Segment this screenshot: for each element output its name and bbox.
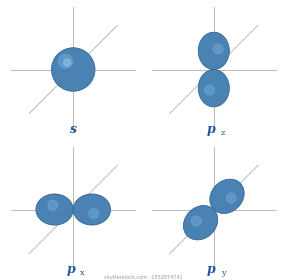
Polygon shape — [36, 194, 73, 225]
Circle shape — [205, 85, 214, 95]
Text: p: p — [207, 263, 216, 276]
Text: p: p — [207, 123, 216, 136]
Text: shutterstock.com · 1552874741: shutterstock.com · 1552874741 — [104, 275, 183, 280]
Text: x: x — [80, 269, 85, 277]
Text: y: y — [221, 269, 226, 277]
Polygon shape — [198, 69, 229, 107]
Circle shape — [213, 44, 223, 54]
Circle shape — [48, 200, 57, 210]
Text: p: p — [66, 263, 75, 276]
Circle shape — [226, 193, 236, 203]
Polygon shape — [198, 32, 229, 69]
Text: s: s — [70, 123, 77, 136]
Text: z: z — [221, 129, 225, 137]
Circle shape — [89, 209, 99, 218]
Polygon shape — [73, 194, 110, 225]
Circle shape — [59, 54, 73, 68]
Polygon shape — [210, 179, 244, 213]
Circle shape — [51, 48, 95, 91]
Polygon shape — [183, 206, 218, 240]
Circle shape — [191, 216, 201, 226]
Circle shape — [64, 59, 71, 66]
